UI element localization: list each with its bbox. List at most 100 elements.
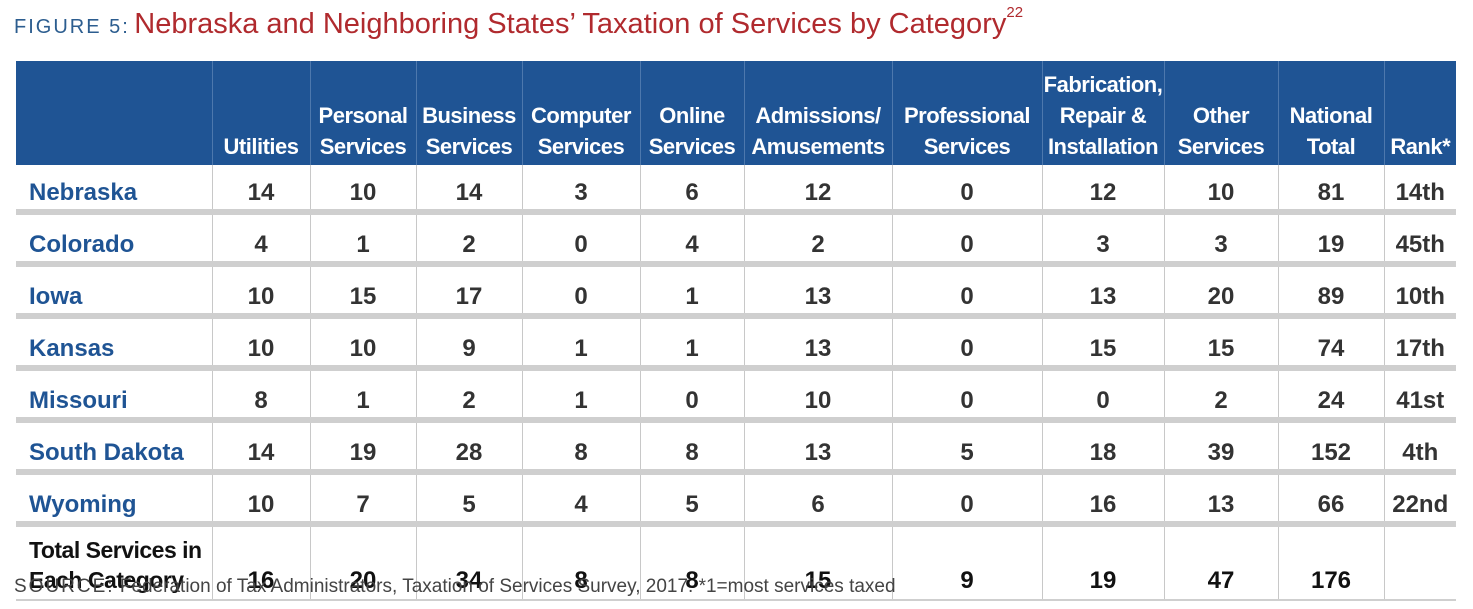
column-header: National Total <box>1277 61 1384 165</box>
table-cell: 0 <box>891 472 1042 527</box>
total-label: Total Services in Each Category <box>16 524 212 601</box>
total-row: Total Services in Each Category 16 20 34 8 8 1… <box>16 524 1456 601</box>
table-cell: 16 <box>1041 472 1164 527</box>
table-cell: 0 <box>891 165 1042 215</box>
table-cell: 10 <box>211 472 310 527</box>
state-name: South Dakota <box>16 420 212 475</box>
column-header: Utilities <box>211 61 310 165</box>
total-cell: 16 <box>211 524 310 601</box>
table-cell: 10 <box>309 165 416 215</box>
source-note: SOURCE: Federation of Tax Administrators… <box>14 576 896 598</box>
table-cell: 15 <box>1163 316 1278 371</box>
column-header: Online Services <box>639 61 744 165</box>
state-name: Wyoming <box>16 472 212 527</box>
state-name: Missouri <box>16 368 212 423</box>
table-cell: 74 <box>1277 316 1384 371</box>
table-cell: 1 <box>309 368 416 423</box>
table-cell: 7 <box>309 472 416 527</box>
total-cell: 15 <box>743 524 892 601</box>
table-cell: 39 <box>1163 420 1278 475</box>
table-cell: 14 <box>415 165 522 215</box>
table-row: Wyoming 10 7 5 4 5 6 0 16 13 66 22nd <box>16 472 1456 527</box>
table-cell: 9 <box>415 316 522 371</box>
table-cell: 1 <box>309 212 416 267</box>
total-cell: 19 <box>1041 524 1164 601</box>
table-body: Nebraska 14 10 14 3 6 12 0 12 10 81 14th Colorado 4 1 2… <box>16 165 1456 601</box>
column-header: Admissions/ Amusements <box>743 61 892 165</box>
table-cell: 13 <box>743 420 892 475</box>
table-cell: 2 <box>415 368 522 423</box>
table-cell: 45th <box>1383 212 1456 267</box>
column-header: Personal Services <box>309 61 416 165</box>
table-row: Missouri 8 1 2 1 0 10 0 0 2 24 41st <box>16 368 1456 423</box>
table-cell: 13 <box>1163 472 1278 527</box>
table-cell: 10 <box>743 368 892 423</box>
table-row: Colorado 4 1 2 0 4 2 0 3 3 19 45th <box>16 212 1456 267</box>
table-cell: 17 <box>415 264 522 319</box>
table-cell: 4 <box>639 212 744 267</box>
column-header: Fabrication, Repair & Installation <box>1041 61 1164 165</box>
table-cell: 81 <box>1277 165 1384 215</box>
table-cell: 19 <box>309 420 416 475</box>
table-cell: 14 <box>211 165 310 215</box>
table-row: Nebraska 14 10 14 3 6 12 0 12 10 81 14th <box>16 165 1456 215</box>
column-header: Business Services <box>415 61 522 165</box>
column-header: Rank* <box>1383 61 1456 165</box>
table-cell: 4 <box>521 472 640 527</box>
table-cell: 0 <box>891 316 1042 371</box>
total-cell: 47 <box>1163 524 1278 601</box>
column-header: Other Services <box>1163 61 1278 165</box>
table-cell: 1 <box>639 316 744 371</box>
table-cell: 19 <box>1277 212 1384 267</box>
total-cell: 20 <box>309 524 416 601</box>
table-cell: 10 <box>211 316 310 371</box>
table-cell: 152 <box>1277 420 1384 475</box>
table-cell: 15 <box>309 264 416 319</box>
column-header: Computer Services <box>521 61 640 165</box>
figure-title: FIGURE 5: Nebraska and Neighboring State… <box>14 4 1023 48</box>
table-cell: 0 <box>891 212 1042 267</box>
source-text: Federation of Tax Administrators, Taxati… <box>119 576 896 597</box>
column-header: Professional Services <box>891 61 1042 165</box>
table-cell: 0 <box>1041 368 1164 423</box>
table-cell: 66 <box>1277 472 1384 527</box>
total-cell: 8 <box>521 524 640 601</box>
table-cell: 12 <box>743 165 892 215</box>
total-cell <box>1383 524 1456 601</box>
table-cell: 4th <box>1383 420 1456 475</box>
table-cell: 89 <box>1277 264 1384 319</box>
state-name: Iowa <box>16 264 212 319</box>
table-cell: 15 <box>1041 316 1164 371</box>
total-cell: 9 <box>891 524 1042 601</box>
services-table: Utilities Personal Services Business Servi… <box>16 61 1456 601</box>
total-cell: 176 <box>1277 524 1384 601</box>
figure-label: FIGURE 5: <box>14 16 130 38</box>
table-cell: 5 <box>891 420 1042 475</box>
table-cell: 2 <box>743 212 892 267</box>
table-cell: 1 <box>521 368 640 423</box>
table-cell: 2 <box>415 212 522 267</box>
table-cell: 17th <box>1383 316 1456 371</box>
table-cell: 22nd <box>1383 472 1456 527</box>
table-cell: 10th <box>1383 264 1456 319</box>
table-cell: 4 <box>211 212 310 267</box>
table-cell: 10 <box>309 316 416 371</box>
table-cell: 3 <box>1163 212 1278 267</box>
table-cell: 0 <box>639 368 744 423</box>
table-cell: 18 <box>1041 420 1164 475</box>
table-cell: 20 <box>1163 264 1278 319</box>
table-cell: 1 <box>521 316 640 371</box>
table-cell: 10 <box>211 264 310 319</box>
table-cell: 6 <box>639 165 744 215</box>
table-cell: 1 <box>639 264 744 319</box>
table-cell: 13 <box>1041 264 1164 319</box>
table-cell: 0 <box>521 212 640 267</box>
figure-name: Nebraska and Neighboring States’ Taxatio… <box>134 8 1007 40</box>
table-row: Kansas 10 10 9 1 1 13 0 15 15 74 17th <box>16 316 1456 371</box>
table-cell: 3 <box>1041 212 1164 267</box>
table-cell: 5 <box>639 472 744 527</box>
table-cell: 3 <box>521 165 640 215</box>
table-cell: 13 <box>743 264 892 319</box>
table-cell: 8 <box>521 420 640 475</box>
table-row: South Dakota 14 19 28 8 8 13 5 18 39 152 4th <box>16 420 1456 475</box>
